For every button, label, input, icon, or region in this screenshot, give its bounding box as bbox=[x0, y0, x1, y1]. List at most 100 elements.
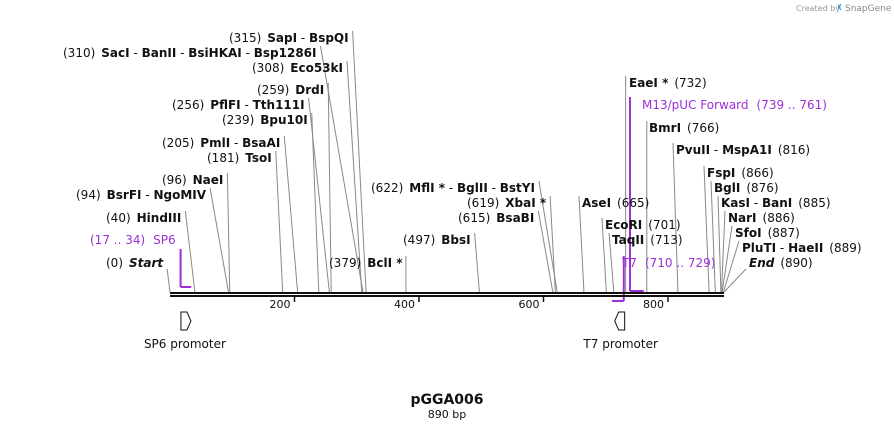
enzyme-eco53ki[interactable]: (308) Eco53kI bbox=[252, 61, 343, 75]
name-separator: - bbox=[776, 241, 788, 255]
enzyme-name: TaqII bbox=[612, 233, 644, 247]
enzyme-position: (816) bbox=[778, 143, 810, 157]
enzyme-position: (886) bbox=[763, 211, 795, 225]
enzyme-leader-line bbox=[283, 135, 299, 293]
enzyme-name: EaeI bbox=[629, 76, 658, 90]
enzyme-saci[interactable]: (310) SacI - BanII - BsiHKAI - Bsp1286I bbox=[63, 46, 316, 60]
enzyme-leader-line bbox=[723, 268, 747, 293]
feature-t7-promoter[interactable]: T7 promoter bbox=[582, 311, 658, 351]
enzyme-leader-line bbox=[537, 210, 554, 293]
enzyme-position: (887) bbox=[768, 226, 800, 240]
enzyme-name: HaeII bbox=[788, 241, 823, 255]
enzyme-name: FspI bbox=[707, 166, 735, 180]
enzyme-position: (308) bbox=[252, 61, 284, 75]
ruler: 200 400 600 800 bbox=[269, 296, 669, 311]
enzyme-position: (701) bbox=[648, 218, 680, 232]
enzyme-name: NarI bbox=[728, 211, 757, 225]
enzyme-name: BanI bbox=[762, 196, 792, 210]
enzyme-bsrfi[interactable]: (94) BsrFI - NgoMIV bbox=[76, 188, 207, 202]
name-separator: - bbox=[230, 136, 242, 150]
name-separator: - bbox=[176, 46, 188, 60]
enzyme-bsabi[interactable]: (615) BsaBI bbox=[458, 211, 534, 225]
enzyme-end[interactable]: End (890) bbox=[749, 256, 813, 270]
enzyme-sapi[interactable]: (315) SapI - BspQI bbox=[229, 31, 349, 45]
enzyme-naei[interactable]: (96) NaeI bbox=[162, 173, 223, 187]
enzyme-bcli[interactable]: (379) BclI * bbox=[329, 256, 403, 270]
enzyme-leader-line bbox=[352, 30, 367, 293]
enzyme-position: (94) bbox=[76, 188, 101, 202]
enzyme-pvuii[interactable]: PvuII - MspA1I (816) bbox=[676, 143, 810, 157]
enzyme-sfoi[interactable]: SfoI (887) bbox=[735, 226, 800, 240]
enzyme-position: (310) bbox=[63, 46, 95, 60]
primer-range: (710 .. 729) bbox=[645, 256, 715, 270]
feature-sp6-promoter[interactable]: SP6 promoter bbox=[144, 311, 226, 351]
snapgene-branding: Created by SnapGene bbox=[796, 3, 892, 14]
enzyme-pflfi[interactable]: (256) PflFI - Tth111I bbox=[172, 98, 305, 112]
enzyme-name: KasI bbox=[721, 196, 750, 210]
enzyme-leader-line bbox=[275, 150, 284, 293]
enzyme-position: (732) bbox=[674, 76, 706, 90]
enzyme-fspi[interactable]: FspI (866) bbox=[707, 166, 774, 180]
enzyme-name: BsrFI bbox=[107, 188, 142, 202]
enzyme-ecori[interactable]: EcoRI (701) bbox=[605, 218, 681, 232]
name-separator: - bbox=[297, 31, 309, 45]
name-separator: - bbox=[142, 188, 154, 202]
enzyme-name: SfoI bbox=[735, 226, 762, 240]
enzyme-name: BanII bbox=[142, 46, 177, 60]
enzyme-leader-line bbox=[327, 82, 332, 293]
enzyme-leader-line bbox=[578, 195, 585, 293]
enzyme-start[interactable]: (0) Start bbox=[106, 256, 164, 270]
primer-range: (739 .. 761) bbox=[757, 98, 827, 112]
enzyme-drdi[interactable]: (259) DrdI bbox=[257, 83, 324, 97]
methylation-star: * bbox=[658, 76, 669, 90]
primer-m13[interactable]: M13/pUC Forward (739 .. 761) bbox=[642, 98, 827, 112]
enzyme-nari[interactable]: NarI (886) bbox=[728, 211, 795, 225]
enzyme-position: (256) bbox=[172, 98, 204, 112]
enzyme-xbai[interactable]: (619) XbaI * bbox=[467, 196, 547, 210]
brand-text: SnapGene bbox=[845, 4, 892, 14]
enzyme-hindiii[interactable]: (40) HindIII bbox=[106, 211, 181, 225]
enzyme-name: PmlI bbox=[200, 136, 230, 150]
enzyme-name: BclI bbox=[367, 256, 392, 270]
enzyme-name: EcoRI bbox=[605, 218, 642, 232]
enzyme-leader-line bbox=[703, 165, 710, 293]
feature-name: SP6 promoter bbox=[144, 337, 226, 351]
enzyme-bgli[interactable]: BglI (876) bbox=[714, 181, 779, 195]
enzyme-bmri[interactable]: BmrI (766) bbox=[649, 121, 719, 135]
enzyme-tsoi[interactable]: (181) TsoI bbox=[207, 151, 272, 165]
enzyme-name: TsoI bbox=[245, 151, 271, 165]
enzyme-name: BstYI bbox=[500, 181, 535, 195]
plasmid-length: 890 bp bbox=[428, 408, 466, 421]
enzyme-pluti[interactable]: PluTI - HaeII (889) bbox=[742, 241, 862, 255]
enzyme-eaei[interactable]: EaeI * (732) bbox=[629, 76, 707, 90]
enzyme-leader-line bbox=[209, 187, 230, 293]
enzyme-kasi[interactable]: KasI - BanI (885) bbox=[721, 196, 831, 210]
enzyme-name: Tth111I bbox=[253, 98, 305, 112]
primer-t7[interactable]: T7 (710 .. 729) bbox=[621, 256, 715, 270]
enzyme-bpu10i[interactable]: (239) Bpu10I bbox=[222, 113, 308, 127]
enzyme-taqii[interactable]: TaqII (713) bbox=[612, 233, 683, 247]
name-separator: - bbox=[488, 181, 500, 195]
snapgene-logo-icon bbox=[838, 3, 842, 11]
enzyme-position: (890) bbox=[780, 256, 812, 270]
enzyme-name: BsaBI bbox=[496, 211, 534, 225]
ruler-tick-label: 800 bbox=[643, 298, 664, 311]
primer-sp6[interactable]: (17 .. 34) SP6 bbox=[90, 233, 176, 247]
credit-text: Created by bbox=[796, 4, 840, 13]
enzyme-name: BglI bbox=[714, 181, 740, 195]
enzyme-mfli[interactable]: (622) MflI * - BglII - BstYI bbox=[371, 181, 535, 195]
sequence-backbone bbox=[170, 292, 724, 297]
enzyme-leader-line bbox=[308, 97, 330, 293]
enzyme-position: (619) bbox=[467, 196, 499, 210]
enzyme-bbsi[interactable]: (497) BbsI bbox=[403, 233, 471, 247]
enzyme-name: End bbox=[749, 256, 775, 270]
enzyme-name: XbaI bbox=[505, 196, 535, 210]
enzyme-asei[interactable]: AseI (665) bbox=[582, 196, 649, 210]
enzyme-position: (96) bbox=[162, 173, 187, 187]
primer-marks bbox=[179, 97, 644, 302]
enzyme-name: HindIII bbox=[137, 211, 182, 225]
enzyme-leader-line bbox=[721, 225, 733, 293]
enzyme-pmlI[interactable]: (205) PmlI - BsaAI bbox=[162, 136, 280, 150]
name-separator: - bbox=[241, 98, 253, 112]
